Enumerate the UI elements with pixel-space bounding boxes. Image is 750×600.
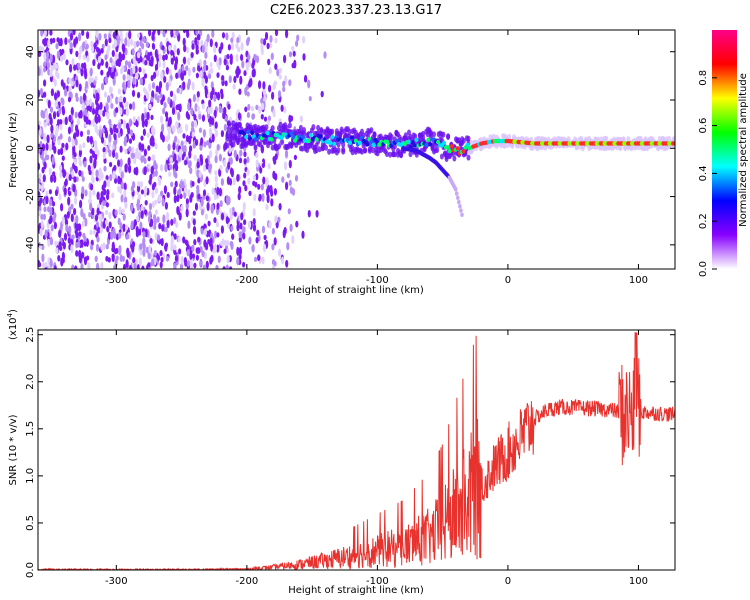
heatmap-ridge-core: [238, 129, 675, 156]
snr-x-tick-label: 100: [629, 576, 648, 587]
snr-x-axis-label: Height of straight line (km): [288, 585, 424, 596]
colorbar-tick-label: 0.0: [698, 261, 709, 277]
snr-x-tick-label: -200: [236, 576, 259, 587]
heatmap-y-tick-label: 20: [25, 94, 36, 107]
heatmap-y-tick-label: -20: [25, 188, 36, 204]
heatmap-y-axis: -40 -20 0 20 40: [25, 45, 675, 253]
snr-x-tick-label: 0: [505, 576, 511, 587]
snr-y-multiplier: (x104): [6, 309, 19, 340]
heatmap-x-axis: -300 -200 -100 0 100: [105, 30, 648, 286]
heatmap-x-tick-label: 0: [505, 275, 511, 286]
snr-y-tick-label: 1.0: [25, 468, 36, 484]
heatmap-frame: [37, 29, 676, 270]
snr-x-tick-label: -300: [105, 576, 128, 587]
snr-x-axis: -300 -200 -100 0 100: [105, 330, 648, 587]
snr-y-tick-label: 2.5: [25, 327, 36, 343]
colorbar: 0.0 0.2 0.4 0.6 0.8 Normalized spectral ampl…: [698, 30, 749, 277]
colorbar-gradient: [712, 30, 737, 269]
colorbar-ticks: 0.0 0.2 0.4 0.6 0.8: [698, 70, 717, 277]
figure-title: C2E6.2023.337.23.13.G17: [270, 3, 442, 18]
snr-y-tick-label: 0.5: [25, 515, 36, 531]
snr-x-tick-label: -100: [366, 576, 389, 587]
colorbar-tick-label: 0.8: [698, 70, 709, 86]
heatmap-x-tick-label: -300: [105, 275, 128, 286]
snr-y-tick-label: 1.5: [25, 421, 36, 437]
heatmap-x-tick-label: -100: [366, 275, 389, 286]
snr-panel: -300 -200 -100 0 100 0.0 0.5 1.0 1.5 2.0 2.5 Heig…: [6, 309, 676, 596]
heatmap-ridge-halo: [225, 120, 675, 162]
heatmap-y-tick-label: 0: [25, 145, 36, 151]
heatmap-x-axis-label: Height of straight line (km): [288, 285, 424, 296]
snr-plot-area: [38, 332, 675, 570]
snr-y-axis-label: SNR (10 * v/v): [8, 414, 19, 485]
heatmap-y-axis-label: Frequency (Hz): [8, 112, 19, 188]
heatmap-branch: [401, 146, 464, 217]
colorbar-tick-label: 0.6: [698, 118, 709, 134]
heatmap-plot-area: [38, 30, 675, 269]
snr-y-tick-label: 2.0: [25, 374, 36, 390]
colorbar-tick-label: 0.2: [698, 213, 709, 229]
snr-frame: [37, 329, 676, 571]
colorbar-tick-label: 0.4: [698, 165, 709, 181]
heatmap-x-tick-label: -200: [236, 275, 259, 286]
heatmap-y-tick-label: 40: [25, 45, 36, 58]
heatmap-x-tick-label: 100: [629, 275, 648, 286]
heatmap-y-tick-label: -40: [25, 237, 36, 253]
colorbar-label: Normalized spectral amplitude: [738, 73, 749, 227]
snr-y-axis: 0.0 0.5 1.0 1.5 2.0 2.5: [25, 327, 675, 578]
snr-y-tick-label: 0.0: [25, 562, 36, 578]
snr-series-line: [38, 332, 675, 570]
heatmap-noise-speckles: [38, 30, 327, 269]
